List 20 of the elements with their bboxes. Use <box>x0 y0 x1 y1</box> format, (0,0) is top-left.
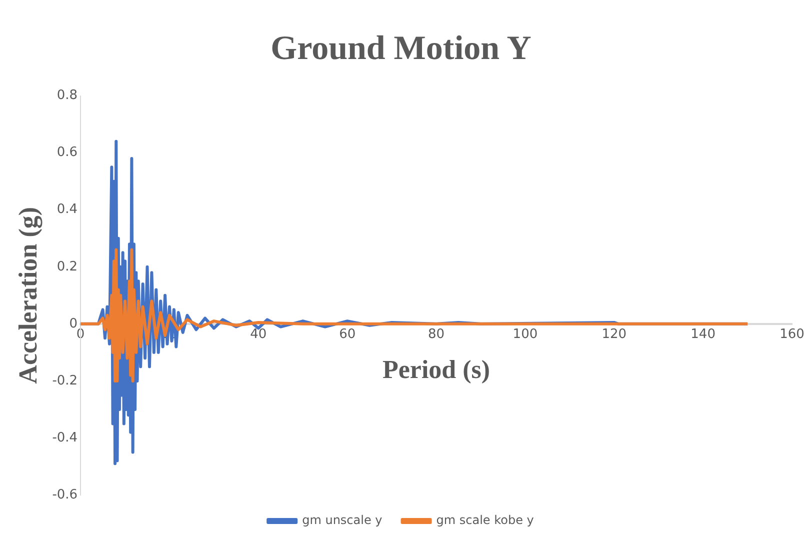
y-tick-label: 0 <box>69 316 78 332</box>
x-axis-title: Period (s) <box>382 354 490 384</box>
legend-label: gm unscale y <box>302 513 382 528</box>
legend-label: gm scale kobe y <box>436 513 534 528</box>
y-tick-label: 0.6 <box>56 145 78 160</box>
y-tick-label: -0.2 <box>52 373 78 388</box>
y-tick-label: 0.4 <box>56 202 78 218</box>
x-tick-label: 80 <box>428 327 445 342</box>
chart-title: Ground Motion Y <box>270 30 532 68</box>
x-tick-label: 60 <box>339 327 356 342</box>
x-tick-label: 100 <box>512 327 538 342</box>
x-tick-label: 120 <box>602 327 627 342</box>
y-tick-label: 0.2 <box>56 259 78 274</box>
y-tick-label: -0.4 <box>52 430 78 446</box>
y-axis-title: Acceleration (g) <box>13 206 42 384</box>
y-tick-label: 0.8 <box>56 88 78 104</box>
y-tick-label: -0.6 <box>52 487 78 502</box>
x-tick-label: 40 <box>250 327 267 342</box>
x-tick-label: 160 <box>780 327 804 342</box>
x-tick-label: 140 <box>690 327 716 342</box>
